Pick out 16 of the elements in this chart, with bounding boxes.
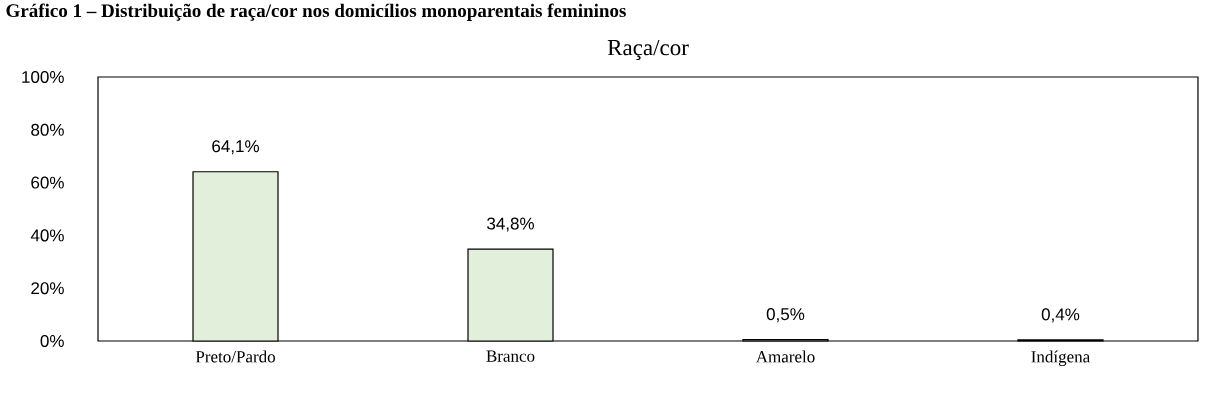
data-label: 0,4% (1041, 308, 1080, 323)
data-label: 0,5% (766, 308, 805, 323)
x-tick-label: Preto/Pardo (195, 350, 276, 363)
text: Gráfico 1 – Distribuição de raça/cor nos domicílios monoparentais femininos (6, 3, 626, 21)
chart-title: Raça/cor (607, 39, 689, 61)
y-tick-label: 20% (31, 282, 64, 295)
y-tick-label: 60% (31, 176, 64, 189)
x-tick-label: Indígena (1031, 350, 1090, 367)
y-tick-label: 0% (40, 334, 64, 348)
data-label: 64,1% (212, 140, 259, 155)
x-tick-label: Branco (486, 350, 535, 362)
y-tick-label: 80% (31, 123, 64, 136)
data-label: 34,8% (487, 217, 534, 232)
y-tick-label: 100% (22, 70, 64, 84)
x-tick-label: Amarelo (755, 350, 815, 363)
y-tick-label: 40% (30, 229, 64, 242)
